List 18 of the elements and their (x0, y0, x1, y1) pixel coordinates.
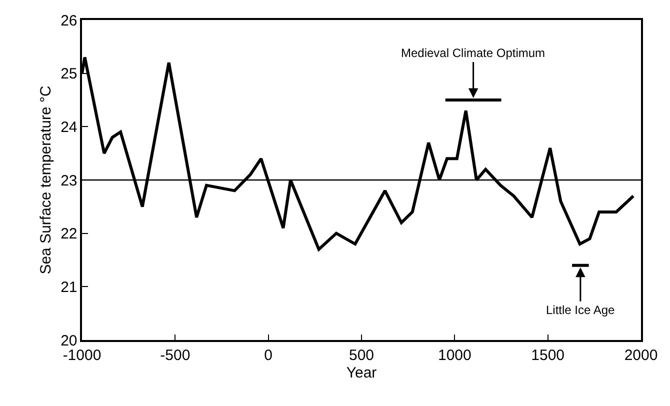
x-tick-label: -500 (160, 346, 190, 364)
text: Little Ice Age (546, 303, 616, 317)
x-tick-label: 0 (264, 346, 272, 364)
y-tick-label: 24 (60, 118, 78, 136)
x-axis-title: Year (346, 364, 377, 382)
y-tick-label: 20 (60, 332, 78, 350)
y-tick-label: 23 (60, 172, 78, 190)
x-tick-label: -1000 (62, 346, 102, 364)
x-tick-label: 2000 (624, 346, 658, 364)
text: Medieval Climate Optimum (401, 46, 546, 60)
x-tick-label: 1000 (438, 346, 472, 364)
y-tick-label: 21 (60, 278, 78, 296)
y-tick-label: 26 (60, 12, 78, 30)
y-tick-label: 22 (60, 226, 78, 243)
y-axis-title: Sea Surface temperature °C (37, 86, 54, 274)
x-tick-label: 500 (348, 346, 374, 364)
x-tick-label: 1500 (531, 346, 565, 364)
y-tick-label: 25 (60, 66, 78, 83)
